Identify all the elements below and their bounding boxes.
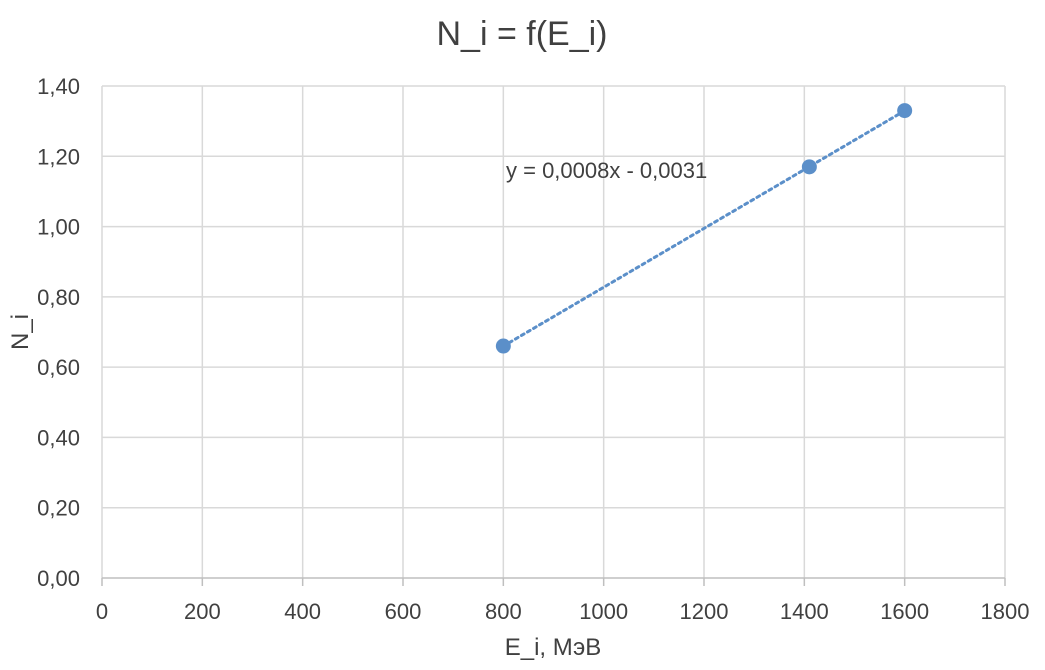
y-tick-label: 0,40 [37, 425, 80, 450]
x-tick-label: 0 [96, 599, 108, 624]
x-tick-label: 400 [284, 599, 321, 624]
x-tick-label: 1800 [981, 599, 1030, 624]
x-tick-label: 1600 [880, 599, 929, 624]
y-tick-label: 1,20 [37, 144, 80, 169]
grid [102, 85, 1006, 578]
y-tick-labels: 0,00 0,20 0,40 0,60 0,80 1,00 1,20 1,40 [37, 74, 80, 591]
data-point [897, 103, 913, 119]
data-points [495, 103, 913, 354]
y-tick-label: 0,20 [37, 496, 80, 521]
y-tick-label: 0,60 [37, 355, 80, 380]
trendline-equation: y = 0,0008x - 0,0031 [506, 158, 707, 183]
x-tick-label: 600 [385, 599, 422, 624]
x-tick-label: 1400 [780, 599, 829, 624]
y-axis-label: N_i [7, 314, 34, 350]
data-point [801, 159, 817, 175]
x-tick-labels: 0 200 400 600 800 1000 1200 1400 1600 1800 [96, 599, 1030, 624]
trendline-line [501, 109, 907, 348]
x-tick-label: 200 [184, 599, 221, 624]
data-point [495, 338, 511, 354]
axes [101, 86, 1006, 586]
x-tick-label: 800 [485, 599, 522, 624]
y-tick-label: 0,00 [37, 566, 80, 591]
y-tick-label: 1,00 [37, 215, 80, 240]
x-tick-label: 1200 [680, 599, 729, 624]
x-axis-label: E_i, МэВ [505, 634, 602, 661]
trendline [501, 109, 907, 348]
x-tick-label: 1000 [579, 599, 628, 624]
y-tick-label: 0,80 [37, 285, 80, 310]
y-tick-label: 1,40 [37, 74, 80, 99]
chart-title: N_i = f(E_i) [437, 15, 608, 53]
